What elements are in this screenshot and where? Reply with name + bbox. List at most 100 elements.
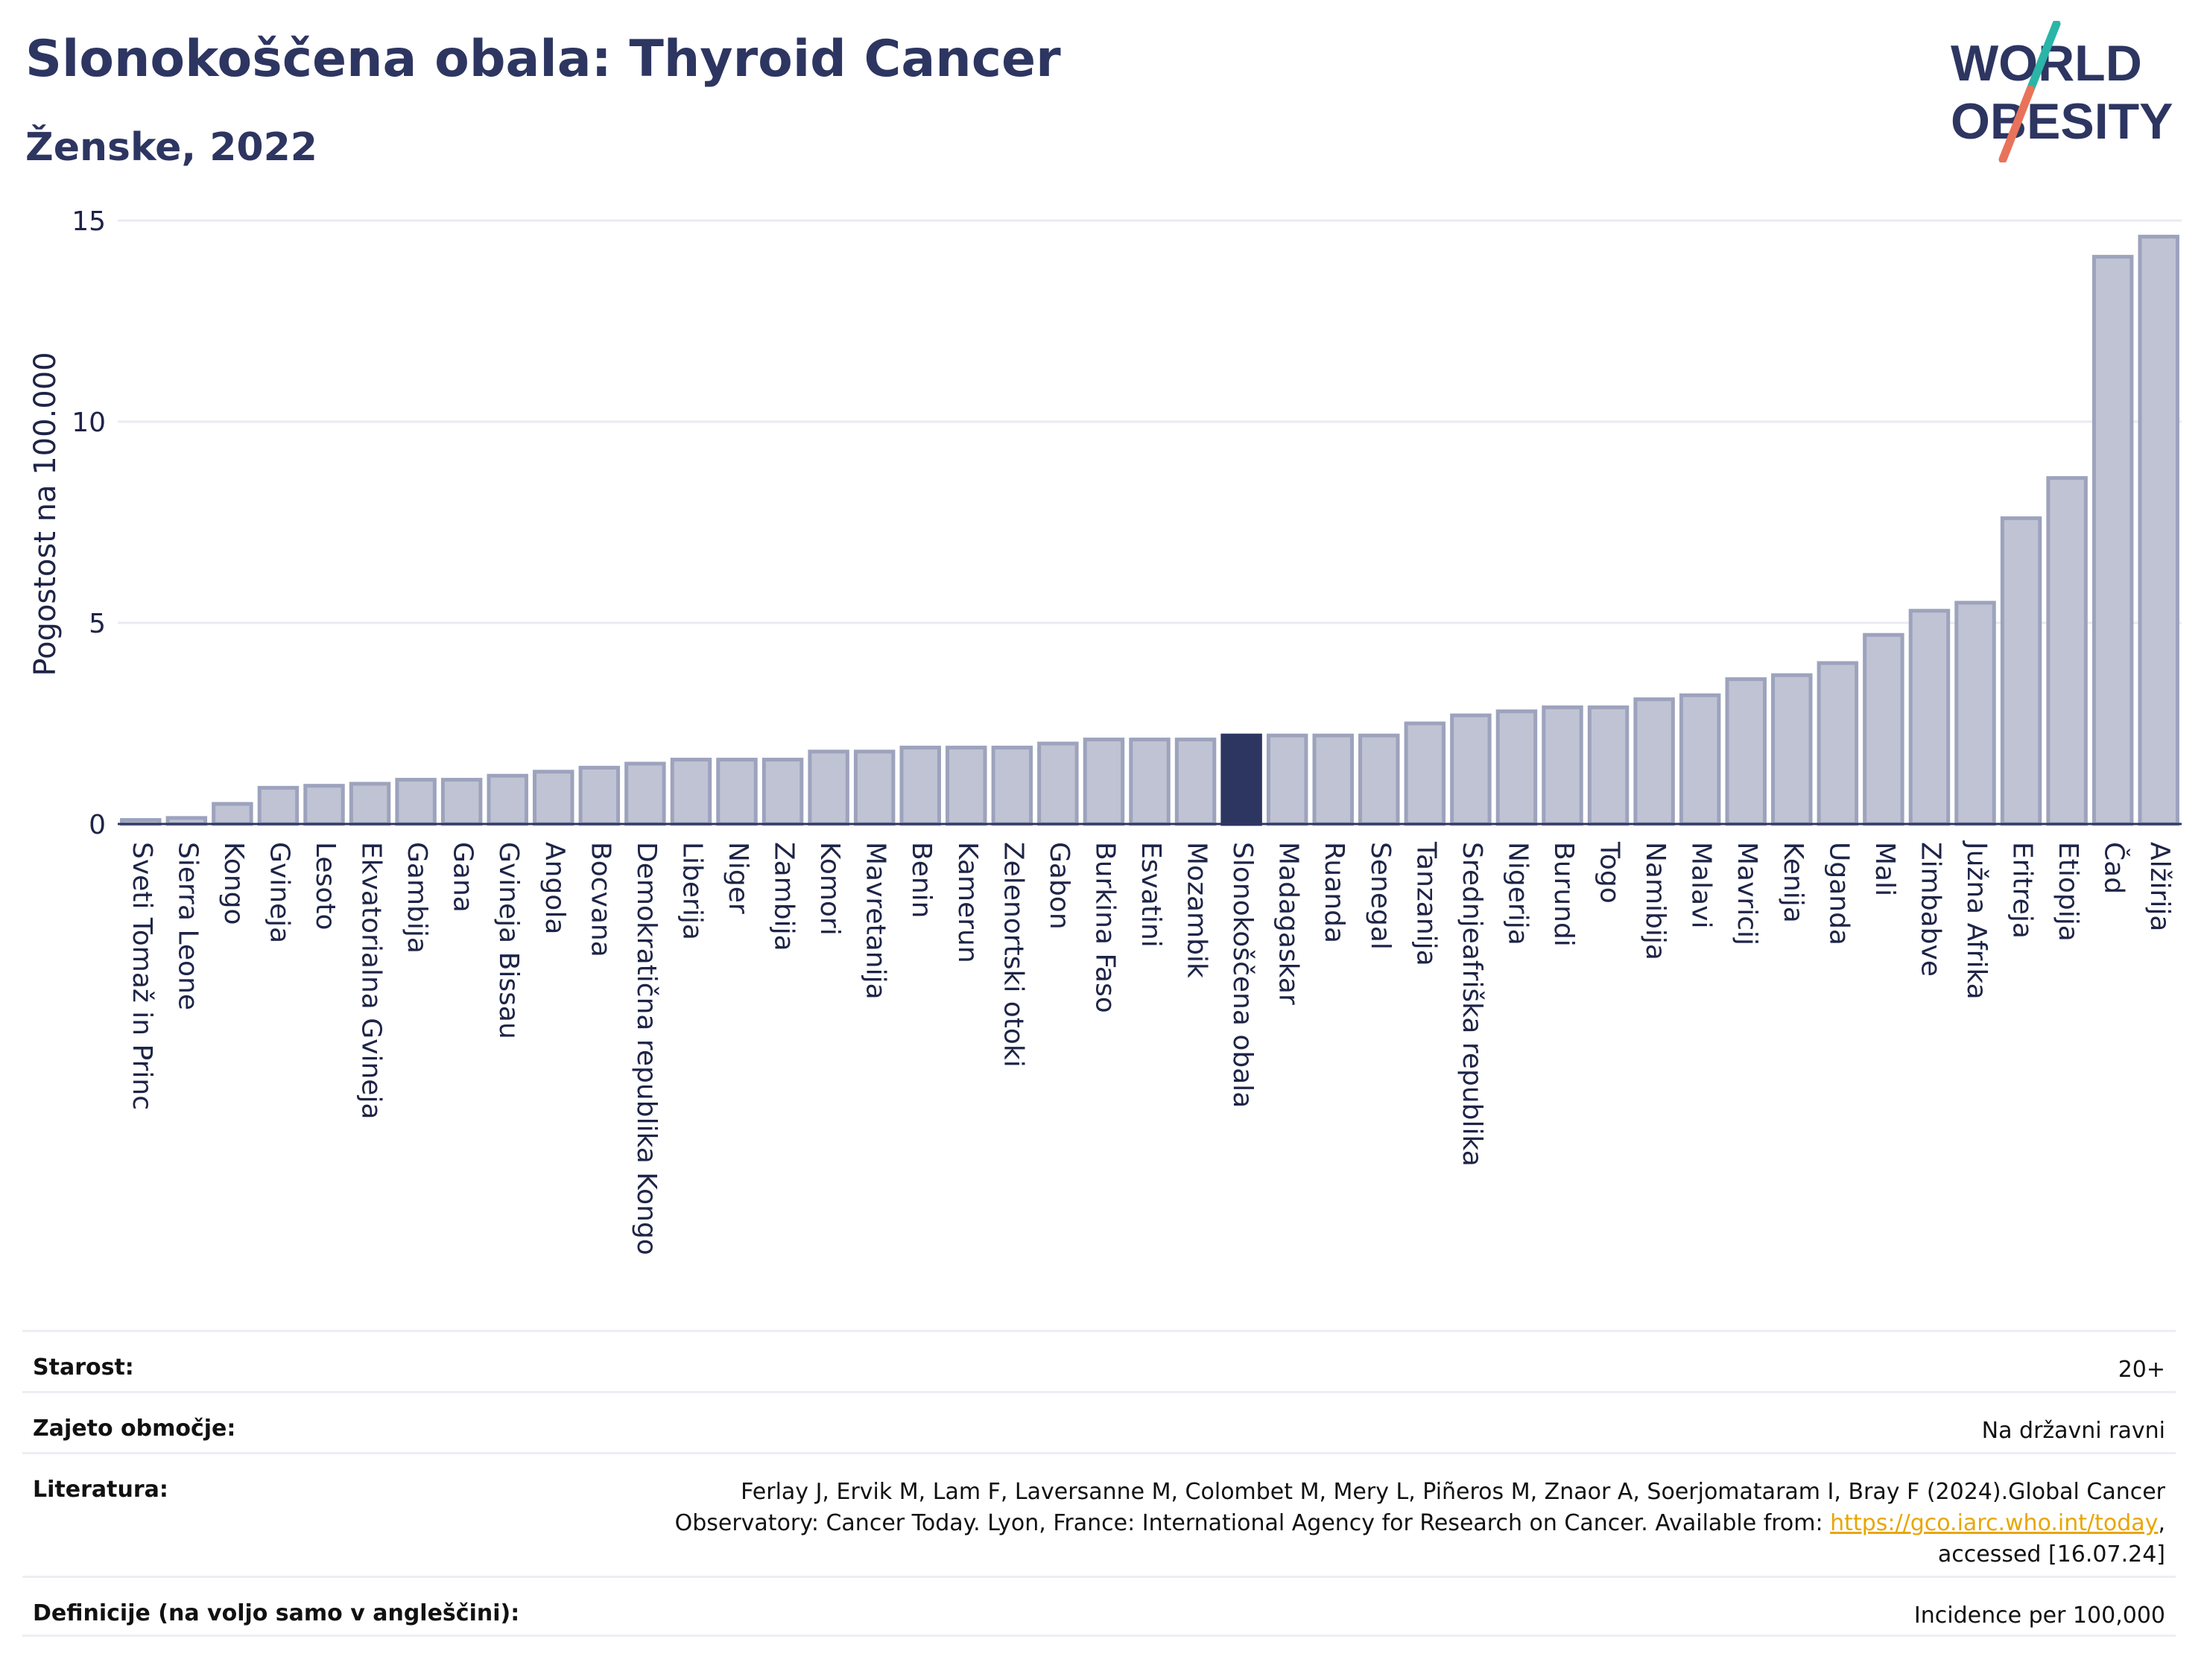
bar[interactable] (1863, 633, 1904, 826)
bar[interactable] (716, 758, 758, 826)
logo-slash-coral (1998, 85, 2035, 162)
y-tick-labels: 0 5 10 15 (72, 206, 106, 840)
y-tick-label: 10 (72, 408, 106, 438)
bar[interactable] (349, 782, 391, 826)
bar[interactable] (2046, 476, 2088, 826)
literature-value: Ferlay J, Ervik M, Lam F, Laversanne M, … (675, 1477, 2165, 1570)
x-tick-label: Senegal (1365, 842, 1396, 950)
bar[interactable] (1495, 709, 1538, 826)
definitions-value: Incidence per 100,000 (1913, 1603, 2165, 1629)
bar[interactable] (257, 785, 300, 826)
bar-layer (120, 235, 2179, 826)
definitions-label: Definicije (na voljo samo v angleščini): (33, 1600, 520, 1626)
bar[interactable] (303, 784, 345, 826)
bar-highlight[interactable] (1220, 733, 1262, 826)
bar[interactable] (1954, 600, 1996, 826)
x-tick-label: Mozambik (1182, 842, 1212, 978)
y-tick-label: 5 (89, 609, 106, 639)
x-tick-label: Zelenortski otoki (998, 842, 1028, 1068)
x-tick-label: Sierra Leone (172, 842, 203, 1010)
bar[interactable] (1679, 693, 1721, 826)
x-tick-label: Alžirija (2144, 842, 2175, 931)
x-tick-label: Slonokoščena obala (1227, 842, 1258, 1108)
literature-text-4: accessed [16.07.24] (1937, 1541, 2165, 1568)
bar[interactable] (440, 778, 483, 826)
age-value: 20+ (2118, 1357, 2165, 1383)
meta-row-definitions: Definicije (na voljo samo v angleščini):… (22, 1576, 2176, 1637)
literature-link[interactable]: https://gco.iarc.who.int/today (1830, 1510, 2159, 1536)
bar[interactable] (2091, 255, 2134, 826)
bar[interactable] (533, 770, 574, 826)
x-tick-label: Niger (723, 842, 753, 914)
grid-layer (118, 219, 2182, 624)
x-tick-label: Togo (1595, 841, 1625, 904)
y-axis-title: Pogostost na 100.000 (28, 352, 63, 676)
bar[interactable] (1633, 697, 1675, 826)
bar[interactable] (1587, 705, 1630, 826)
bar[interactable] (1037, 741, 1079, 826)
literature-label: Literatura: (33, 1477, 168, 1503)
bar[interactable] (1312, 733, 1354, 826)
metadata-table: Starost: 20+ Zajeto območje: Na državni … (22, 1330, 2176, 1637)
chart-title: Slonokoščena obala: Thyroid Cancer (25, 30, 1061, 89)
x-tick-label: Madagaskar (1273, 842, 1304, 1005)
bar[interactable] (1129, 738, 1171, 826)
x-tick-label: Burkina Faso (1089, 842, 1120, 1013)
x-tick-label: Angola (539, 842, 570, 934)
bar[interactable] (808, 749, 849, 826)
bar[interactable] (395, 778, 437, 826)
x-tick-label: Gvineja Bissau (493, 842, 524, 1039)
chart-subtitle: Ženske, 2022 (25, 125, 317, 170)
x-tick-labels: Sveti Tomaž in Princ Sierra Leone Kongo Gvi… (127, 840, 2175, 1255)
bar[interactable] (578, 765, 621, 826)
bar[interactable] (2138, 235, 2179, 826)
bar[interactable] (991, 745, 1033, 826)
area-label: Zajeto območje: (33, 1416, 236, 1442)
bar[interactable] (1266, 733, 1308, 826)
bar[interactable] (1817, 661, 1859, 826)
bar[interactable] (624, 761, 666, 826)
bar[interactable] (1083, 738, 1125, 826)
bar[interactable] (1450, 713, 1492, 826)
world-obesity-logo: WORLD OBESITY (1951, 21, 2173, 162)
x-tick-label: Mavretanija (861, 842, 891, 1000)
x-tick-label: Demokratična republika Kongo (631, 842, 662, 1255)
age-label: Starost: (33, 1354, 134, 1381)
bar-chart: 0 5 10 15 Sveti Tomaž in Princ Sierra Leone K… (28, 206, 2182, 1255)
bar[interactable] (1725, 677, 1767, 826)
bar[interactable] (946, 745, 987, 826)
literature-text-1: Ferlay J, Ervik M, Lam F, Laversanne M, … (741, 1479, 2165, 1505)
x-tick-label: Eritreja (2007, 842, 2038, 939)
x-tick-label: Liberija (677, 842, 707, 940)
bar[interactable] (487, 773, 528, 826)
bar[interactable] (761, 758, 804, 826)
x-tick-label: Gabon (1044, 842, 1074, 930)
x-tick-label: Kamerun (952, 842, 983, 963)
bar[interactable] (1908, 609, 1951, 826)
x-tick-label: Čad (2099, 842, 2130, 894)
bar[interactable] (1358, 733, 1400, 826)
x-tick-label: Etiopija (2053, 842, 2083, 942)
x-tick-label: Kongo (218, 842, 249, 925)
x-tick-label: Srednjeafriška republika (1457, 842, 1487, 1167)
bar[interactable] (853, 749, 896, 826)
bar[interactable] (1542, 705, 1583, 826)
bar[interactable] (212, 802, 253, 826)
bar[interactable] (670, 758, 712, 826)
x-tick-label: Uganda (1823, 842, 1854, 945)
x-tick-label: Nigerija (1502, 842, 1533, 945)
bar[interactable] (1771, 673, 1813, 826)
bar[interactable] (1404, 721, 1446, 826)
logo-word-obesity: OBESITY (1951, 93, 2173, 150)
x-tick-label: Mali (1869, 842, 1900, 896)
bar[interactable] (899, 745, 941, 826)
logo-slash-teal (2026, 21, 2061, 94)
area-value: Na državni ravni (1981, 1418, 2165, 1444)
bar[interactable] (2000, 516, 2042, 826)
x-tick-label: Gvineja (264, 842, 294, 943)
x-tick-label: Komori (814, 842, 845, 936)
bar[interactable] (1174, 738, 1217, 826)
meta-row-age: Starost: 20+ (22, 1330, 2176, 1391)
x-tick-label: Zambija (769, 842, 799, 951)
x-tick-label: Burundi (1548, 842, 1579, 947)
